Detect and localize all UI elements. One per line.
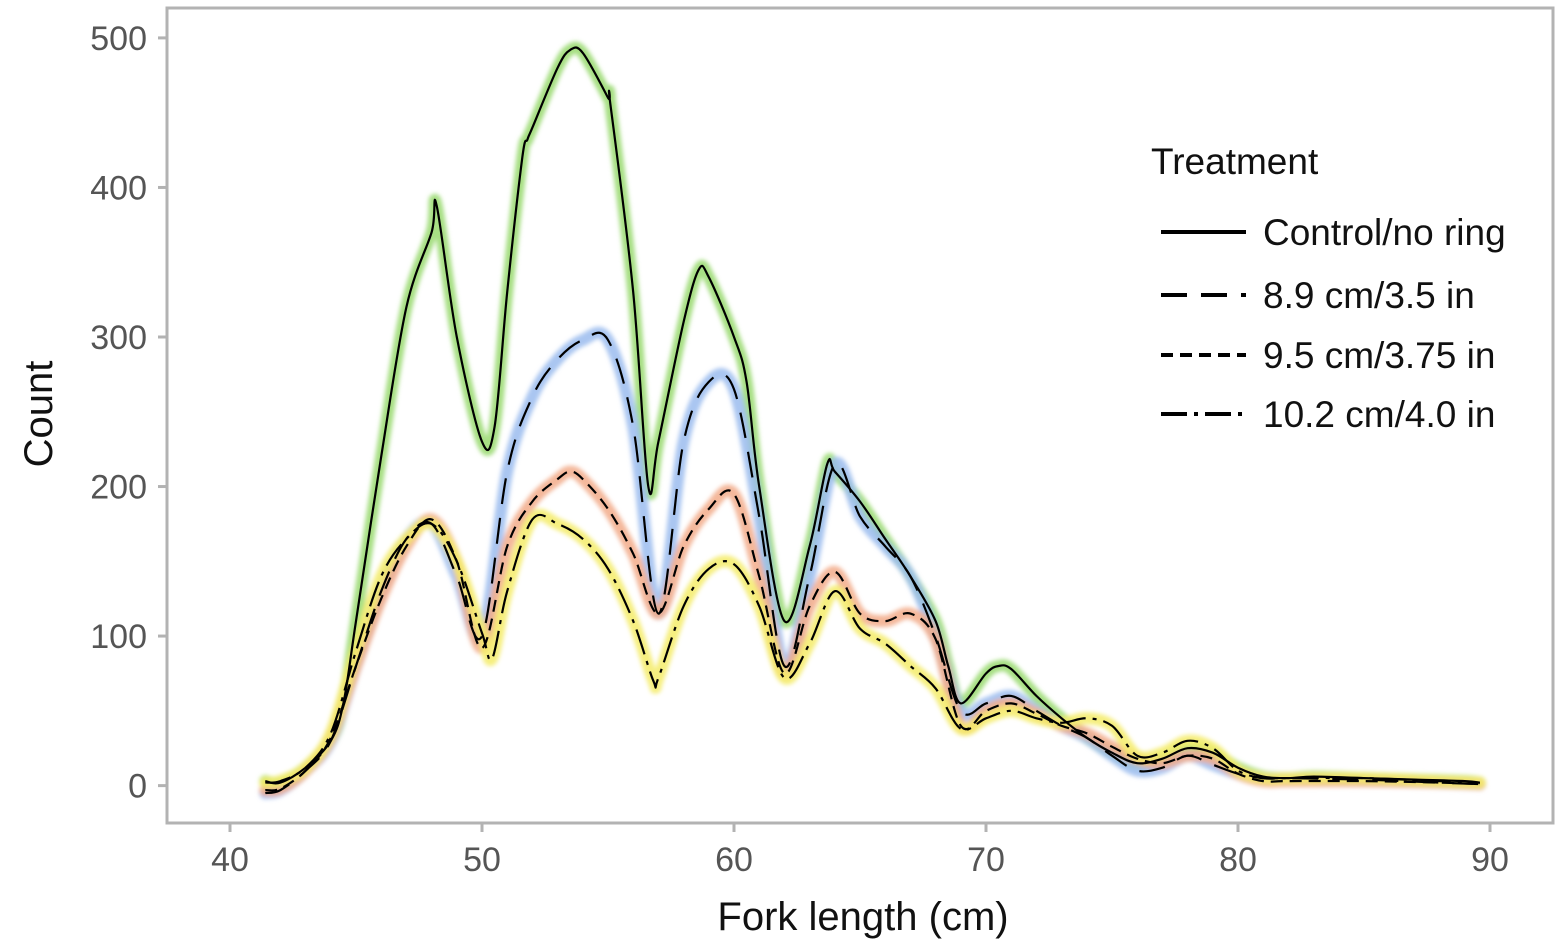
- x-tick-label-80: 80: [1219, 841, 1257, 879]
- series-line-layer: [265, 46, 1481, 795]
- series-line-3: [265, 470, 1480, 792]
- series-line-1: [265, 46, 1481, 785]
- y-tick-label-400: 400: [90, 169, 147, 207]
- x-tick-label-40: 40: [211, 841, 249, 879]
- plot-panel-border: [165, 6, 1555, 825]
- legend-label-2: 8.9 cm/3.5 in: [1263, 275, 1475, 316]
- x-tick-label-60: 60: [715, 841, 753, 879]
- x-tick-label-90: 90: [1471, 841, 1509, 879]
- legend-label-3: 9.5 cm/3.75 in: [1263, 335, 1495, 376]
- legend: Treatment Control/no ring 8.9 cm/3.5 in 9.…: [1151, 141, 1506, 435]
- x-tick-label-50: 50: [463, 841, 501, 879]
- legend-label-1: Control/no ring: [1263, 212, 1506, 253]
- y-tick-label-0: 0: [128, 768, 147, 806]
- y-tick-label-100: 100: [90, 618, 147, 656]
- x-axis-title: Fork length (cm): [717, 895, 1008, 939]
- x-tick-label-70: 70: [967, 841, 1005, 879]
- legend-label-4: 10.2 cm/4.0 in: [1263, 394, 1495, 435]
- legend-title: Treatment: [1151, 141, 1319, 182]
- axes: 0 100 200 300 400 500 40 50 60 70 80 90: [90, 20, 1509, 879]
- series-line-2: [265, 331, 1480, 795]
- y-tick-label-300: 300: [90, 319, 147, 357]
- y-axis-title: Count: [17, 361, 61, 468]
- y-tick-label-500: 500: [90, 20, 147, 58]
- y-tick-label-200: 200: [90, 469, 147, 507]
- series-glow-4: [259, 508, 1486, 789]
